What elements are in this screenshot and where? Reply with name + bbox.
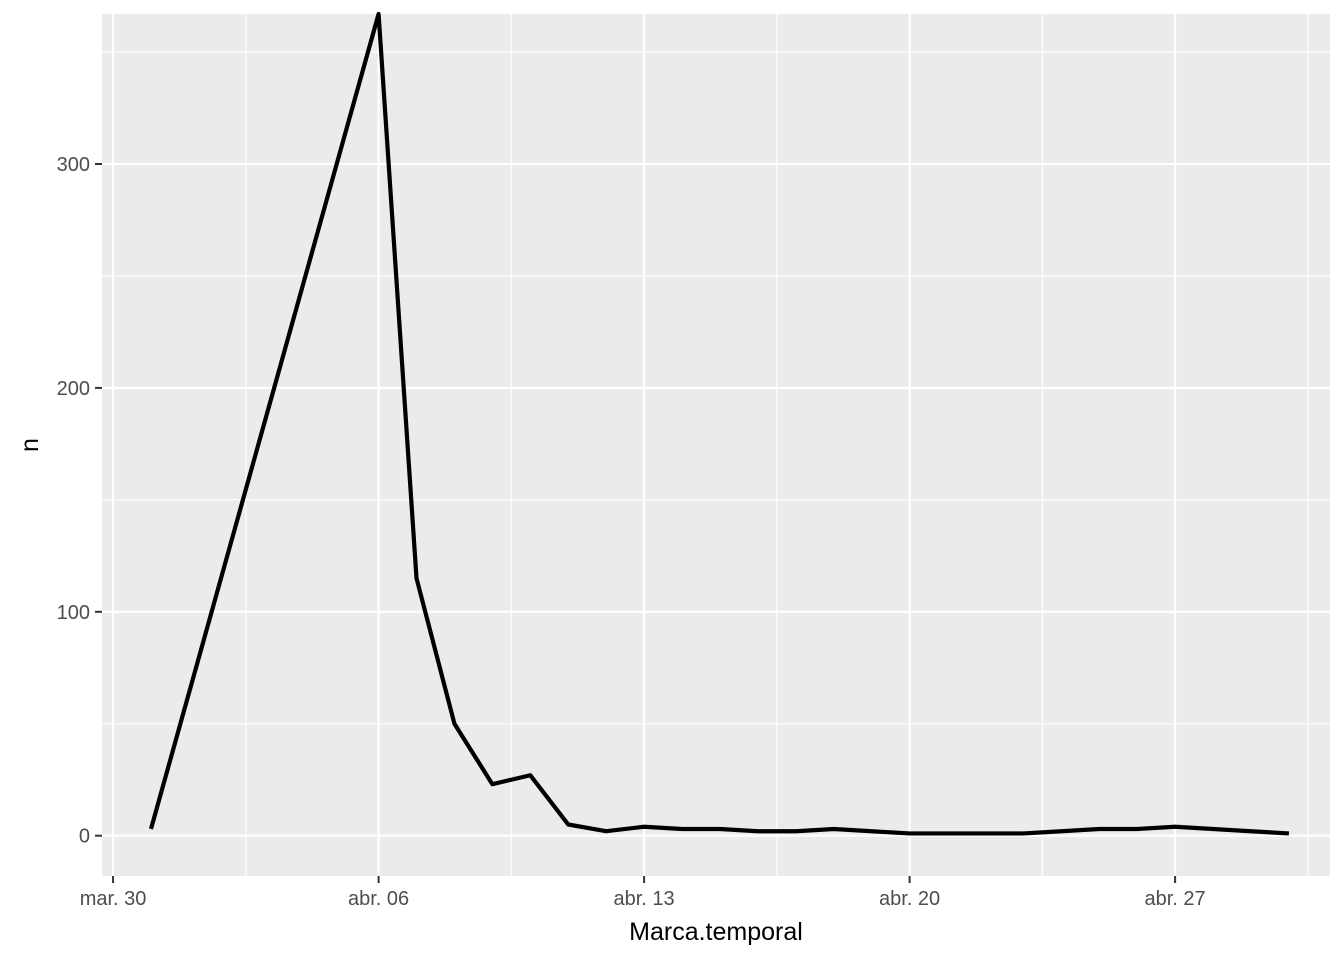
series-line bbox=[148, 11, 1290, 836]
y-tick-label: 200 bbox=[57, 378, 90, 400]
x-tick-label: abr. 27 bbox=[1145, 888, 1206, 910]
x-tick-label: abr. 20 bbox=[879, 888, 940, 910]
x-tick-label: mar. 30 bbox=[80, 888, 147, 910]
grid-major bbox=[102, 14, 1330, 876]
y-tick-label: 300 bbox=[57, 154, 90, 176]
y-axis-title: n bbox=[16, 438, 44, 452]
x-axis: mar. 30 abr. 06 abr. 13 abr. 20 abr. 27 bbox=[80, 876, 1206, 910]
y-tick-label: 0 bbox=[79, 826, 90, 848]
y-tick-label: 100 bbox=[57, 602, 90, 624]
x-tick-label: abr. 13 bbox=[614, 888, 675, 910]
series-layer bbox=[148, 11, 1290, 836]
x-axis-title: Marca.temporal bbox=[629, 918, 803, 946]
x-tick-label: abr. 06 bbox=[348, 888, 409, 910]
plot-panel bbox=[102, 14, 1330, 876]
y-axis: 0 100 200 300 bbox=[57, 154, 102, 848]
